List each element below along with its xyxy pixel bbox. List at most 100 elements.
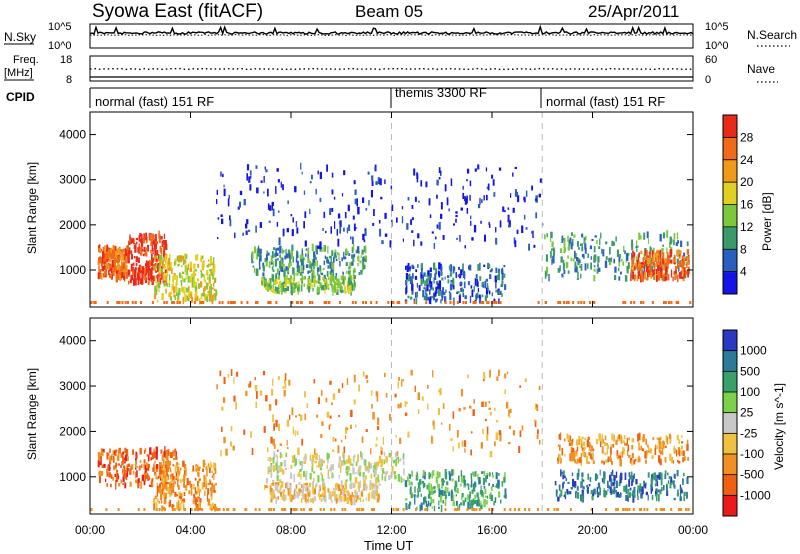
data-cell bbox=[300, 258, 303, 266]
data-cell bbox=[332, 449, 335, 452]
data-cell bbox=[478, 294, 481, 299]
data-cell bbox=[293, 273, 295, 281]
data-cell bbox=[272, 247, 276, 251]
data-cell bbox=[429, 289, 431, 295]
data-cell bbox=[550, 231, 553, 239]
data-cell bbox=[609, 486, 612, 494]
data-cell bbox=[593, 488, 595, 493]
data-cell bbox=[296, 250, 298, 255]
data-cell bbox=[311, 284, 314, 287]
data-cell bbox=[228, 194, 230, 200]
data-cell bbox=[618, 494, 621, 498]
nsearch-tick-top: 10^5 bbox=[705, 21, 729, 33]
data-cell bbox=[300, 508, 303, 511]
data-cell bbox=[569, 508, 572, 511]
data-cell bbox=[286, 439, 288, 446]
data-cell bbox=[117, 272, 120, 280]
data-cell bbox=[375, 465, 378, 469]
data-cell bbox=[543, 234, 546, 240]
data-cell bbox=[180, 287, 184, 292]
data-cell bbox=[602, 438, 605, 444]
data-cell bbox=[214, 294, 217, 301]
data-cell bbox=[216, 384, 218, 390]
data-cell bbox=[147, 478, 150, 481]
data-cell bbox=[438, 290, 441, 296]
data-cell bbox=[326, 285, 330, 288]
data-cell bbox=[317, 475, 320, 483]
data-cell bbox=[251, 260, 254, 264]
data-cell bbox=[687, 457, 689, 461]
data-cell bbox=[303, 482, 306, 487]
data-cell bbox=[295, 258, 298, 263]
data-cell bbox=[610, 454, 612, 461]
data-cell bbox=[126, 247, 129, 250]
data-cell bbox=[193, 301, 196, 304]
data-cell bbox=[286, 253, 288, 259]
data-cell bbox=[335, 255, 337, 258]
data-cell bbox=[346, 490, 350, 494]
data-cell bbox=[294, 488, 297, 492]
data-cell bbox=[151, 301, 154, 304]
data-cell bbox=[507, 214, 510, 222]
data-cell bbox=[683, 260, 686, 266]
data-cell bbox=[438, 222, 441, 230]
data-cell bbox=[279, 452, 282, 459]
data-cell bbox=[281, 260, 283, 267]
data-cell bbox=[665, 435, 668, 443]
data-cell bbox=[307, 492, 310, 497]
data-cell bbox=[312, 259, 314, 267]
data-cell bbox=[123, 461, 126, 464]
data-cell bbox=[275, 301, 278, 304]
data-cell bbox=[489, 290, 491, 295]
data-cell bbox=[381, 473, 383, 481]
data-cell bbox=[159, 267, 162, 275]
data-cell bbox=[268, 284, 272, 291]
data-cell bbox=[130, 250, 133, 254]
data-cell bbox=[210, 271, 212, 276]
data-cell bbox=[223, 436, 226, 444]
data-cell bbox=[658, 461, 661, 464]
colorbar-segment bbox=[723, 249, 737, 273]
data-cell bbox=[248, 176, 251, 183]
data-cell bbox=[490, 494, 494, 501]
data-cell bbox=[323, 301, 326, 304]
data-cell bbox=[223, 188, 226, 197]
data-cell bbox=[136, 455, 138, 458]
data-cell bbox=[686, 249, 690, 255]
data-cell bbox=[414, 496, 416, 505]
data-cell bbox=[275, 278, 278, 285]
data-cell bbox=[381, 459, 384, 465]
data-cell bbox=[444, 491, 446, 494]
data-cell bbox=[248, 383, 251, 388]
data-cell bbox=[495, 483, 498, 488]
data-cell bbox=[140, 266, 142, 272]
data-cell bbox=[598, 267, 601, 272]
data-cell bbox=[573, 454, 575, 462]
data-cell bbox=[461, 493, 464, 498]
data-cell bbox=[392, 301, 395, 304]
data-cell bbox=[134, 471, 137, 479]
data-cell bbox=[425, 181, 428, 188]
data-cell bbox=[182, 498, 185, 502]
data-cell bbox=[164, 492, 167, 499]
data-cell bbox=[168, 482, 172, 490]
data-cell bbox=[269, 301, 272, 304]
data-cell bbox=[279, 479, 281, 482]
data-cell bbox=[499, 433, 502, 442]
data-cell bbox=[98, 248, 102, 254]
data-cell bbox=[231, 301, 234, 304]
data-cell bbox=[139, 448, 142, 455]
data-cell bbox=[293, 490, 295, 496]
data-cell bbox=[618, 257, 621, 263]
data-cell bbox=[512, 207, 515, 213]
data-cell bbox=[453, 266, 456, 272]
data-cell bbox=[683, 256, 686, 260]
data-cell bbox=[568, 491, 570, 495]
data-cell bbox=[397, 457, 399, 463]
data-cell bbox=[430, 487, 433, 495]
data-cell bbox=[476, 279, 478, 286]
data-cell bbox=[106, 244, 108, 253]
data-cell bbox=[441, 277, 444, 281]
data-cell bbox=[595, 473, 597, 481]
data-cell bbox=[468, 494, 471, 503]
